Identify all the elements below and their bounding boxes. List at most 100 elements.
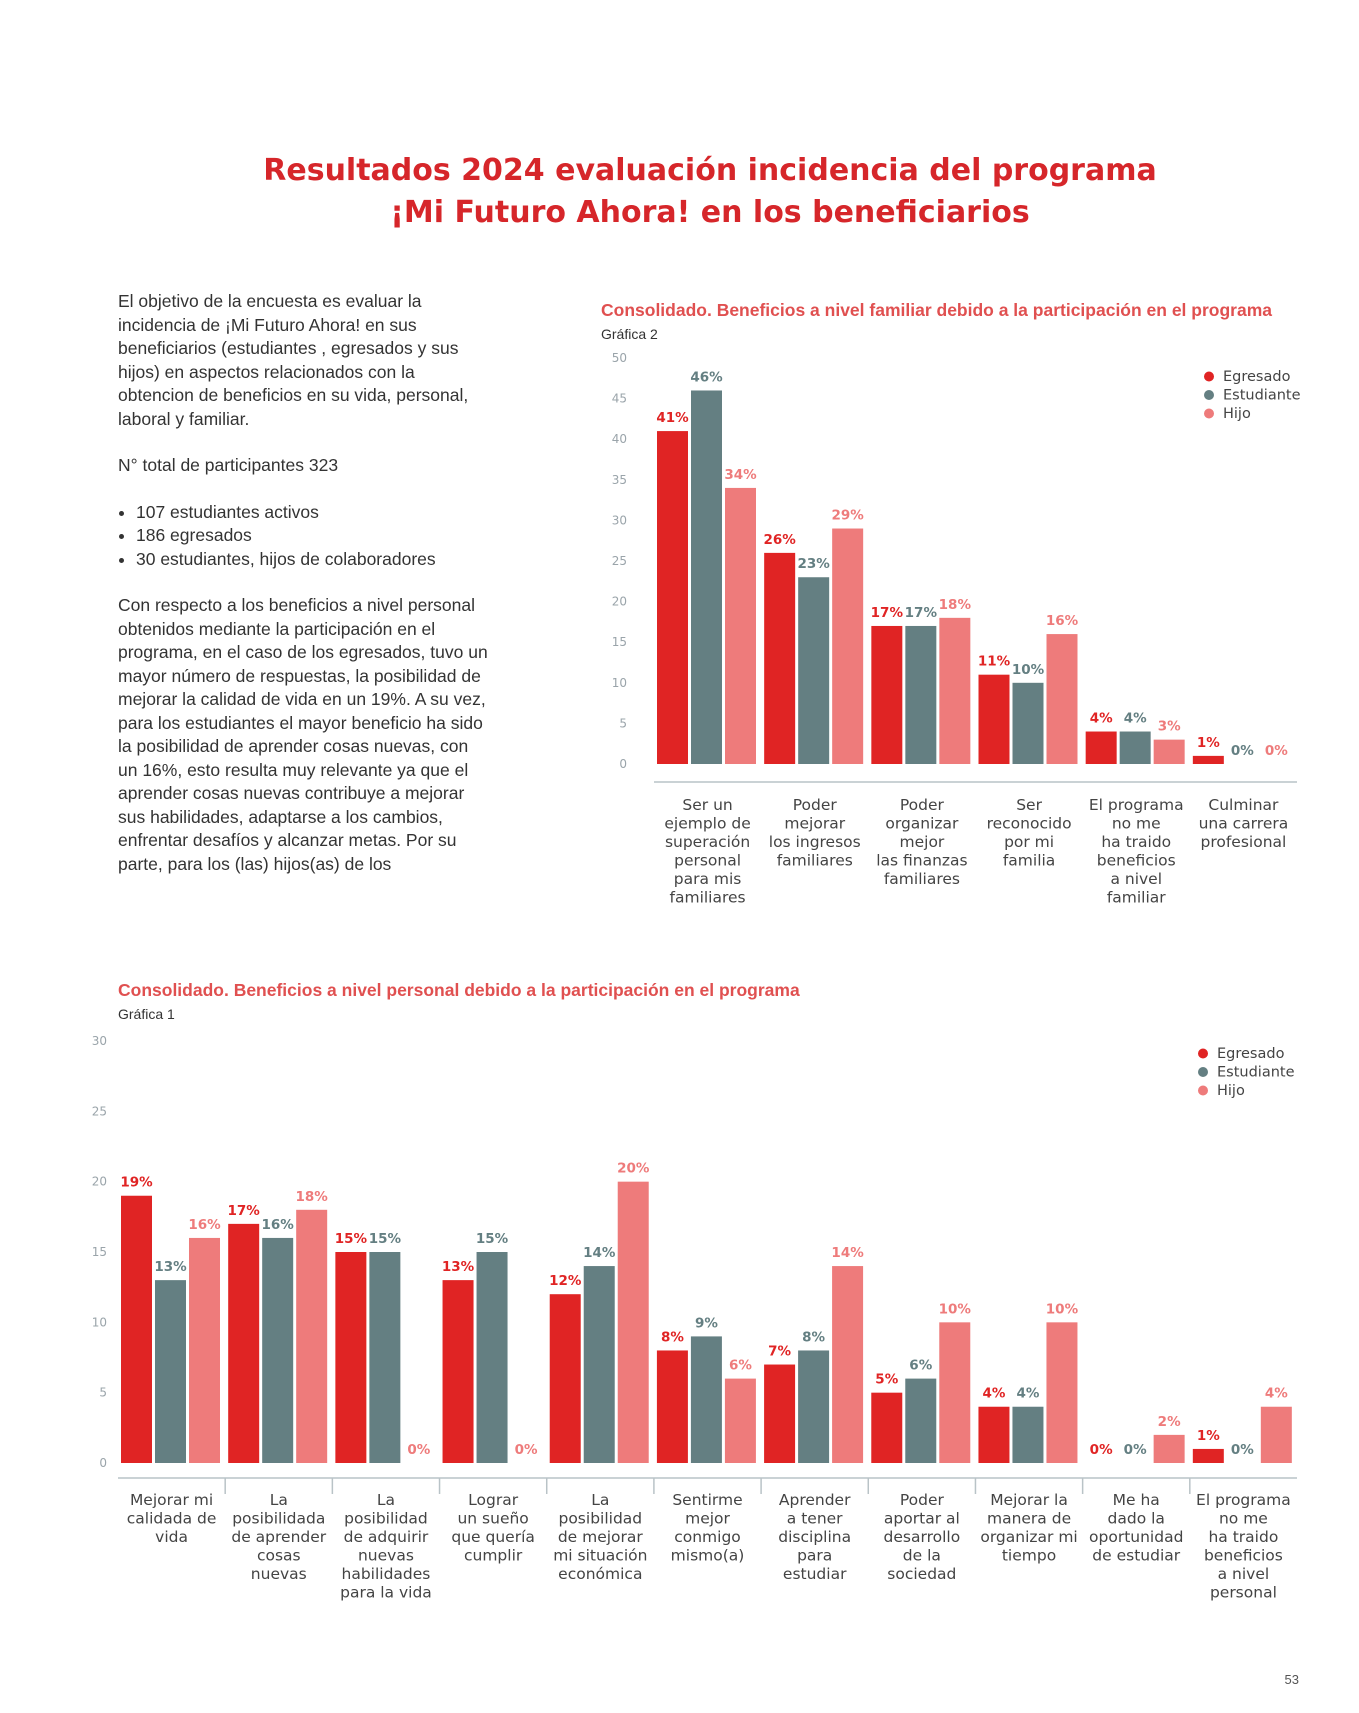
legend-label-hijo: Hijo [1223,406,1251,422]
y-tick-label: 35 [612,473,627,487]
data-label-egresado: 13% [442,1259,475,1275]
legend-label-egresado: Egresado [1217,1046,1285,1062]
legend-marker-egresado [1204,371,1214,382]
bar-hijo [1046,1322,1078,1463]
bar-egresado [978,674,1010,764]
x-category-label: Aprender a tener disciplina para estudiar [778,1491,851,1583]
data-label-hijo: 0% [407,1442,430,1458]
data-label-hijo: 34% [724,467,757,483]
bar-egresado [549,1294,581,1463]
bar-estudiante [798,1350,830,1463]
data-label-hijo: 3% [1158,719,1181,735]
data-label-hijo: 4% [1265,1386,1288,1402]
data-label-estudiante: 15% [476,1231,509,1247]
data-label-hijo: 16% [188,1217,221,1233]
page-number: 53 [1284,1672,1299,1687]
data-label-estudiante: 0% [1231,1442,1254,1458]
bar-estudiante [905,625,937,764]
participants-list-item: 107 estudiantes activos [136,501,488,525]
bar-hijo [1153,1434,1185,1463]
bar-egresado [657,431,688,764]
bar-estudiante [691,390,722,764]
data-label-estudiante: 14% [583,1245,616,1261]
x-category-label: Sentirme mejor conmigo mismo(a) [671,1491,745,1565]
data-label-hijo: 14% [831,1245,864,1261]
x-category-label: El programa no me ha traido beneficios a niv… [1196,1491,1291,1602]
bar-egresado [978,1406,1010,1463]
legend-marker-estudiante [1198,1067,1208,1077]
data-label-egresado: 7% [768,1344,791,1360]
data-label-estudiante: 6% [909,1358,932,1374]
bar-estudiante [1012,1406,1044,1463]
data-label-egresado: 8% [661,1329,684,1345]
data-label-estudiante: 10% [1012,662,1045,678]
data-label-hijo: 6% [729,1358,752,1374]
data-label-egresado: 19% [120,1175,153,1191]
x-category-label: La posibilidada de aprender cosas nuevas [231,1491,326,1583]
y-tick-label: 5 [99,1386,107,1400]
x-category-label: La posibilidad de mejorar mi situación econó… [553,1491,647,1583]
y-tick-label: 0 [99,1456,107,1470]
data-label-estudiante: 15% [369,1231,402,1247]
x-category-label: La posibilidad de adquirir nuevas habilidade… [340,1491,432,1602]
intro-text: El objetivo de la encuesta es evaluar la… [118,290,488,899]
data-label-egresado: 0% [1090,1442,1113,1458]
page-title: Resultados 2024 evaluación incidencia de… [0,150,1359,234]
legend-marker-egresado [1198,1048,1208,1059]
data-label-estudiante: 16% [262,1217,295,1233]
bar-egresado [442,1280,474,1463]
data-label-egresado: 17% [228,1203,261,1219]
bar-hijo [1046,634,1078,764]
page-title-line-1: Resultados 2024 evaluación incidencia de… [263,153,1157,188]
x-category-label: Mejorar mi calidada de vida [127,1491,217,1546]
bar-hijo [724,1378,756,1463]
x-category-label: El programa no me ha traido beneficios a niv… [1089,796,1184,907]
data-label-estudiante: 4% [1124,711,1147,727]
bar-egresado [656,1350,688,1463]
data-label-hijo: 0% [1265,743,1288,759]
data-label-hijo: 20% [617,1161,650,1177]
y-tick-label: 25 [92,1104,107,1118]
bar-estudiante [1119,731,1151,764]
data-label-estudiante: 17% [905,605,938,621]
x-category-label: Culminar una carrera profesional [1199,796,1289,851]
participants-list: 107 estudiantes activos 186 egresados 30… [118,501,488,572]
y-tick-label: 10 [92,1315,107,1329]
bar-estudiante [583,1266,615,1463]
data-label-egresado: 12% [549,1273,582,1289]
y-tick-label: 25 [612,554,627,568]
bar-egresado [1192,1448,1224,1463]
data-label-hijo: 2% [1158,1414,1181,1430]
x-category-label: Ser un ejemplo de superación personal para m… [664,796,750,907]
bar-estudiante [690,1336,722,1463]
bar-egresado [1192,755,1224,764]
bar-hijo [617,1181,649,1463]
x-category-label: Ser reconocido por mi familia [987,796,1072,870]
legend-marker-hijo [1198,1085,1208,1096]
bar-hijo [189,1237,220,1463]
data-label-egresado: 1% [1197,735,1220,751]
chart-1-title: Consolidado. Beneficios a nivel personal… [118,980,800,1000]
x-category-label: Poder aportar al desarrollo de la sociedad [884,1491,961,1583]
data-label-egresado: 15% [335,1231,368,1247]
data-label-egresado: 26% [764,532,797,548]
bar-egresado [764,1364,796,1463]
bar-hijo [832,528,864,764]
data-label-estudiante: 13% [154,1259,187,1275]
data-label-estudiante: 4% [1016,1386,1039,1402]
data-label-egresado: 5% [875,1372,898,1388]
bar-hijo [725,487,756,764]
data-label-egresado: 17% [871,605,904,621]
y-tick-label: 30 [92,1034,107,1048]
bar-estudiante [905,1378,937,1463]
bar-hijo [939,617,971,764]
intro-paragraph-2: N° total de participantes 323 [118,455,339,475]
bar-hijo [832,1266,864,1463]
data-label-estudiante: 8% [802,1329,825,1345]
y-tick-label: 40 [612,432,627,446]
data-label-estudiante: 0% [1124,1442,1147,1458]
data-label-hijo: 16% [1046,613,1079,629]
legend-label-egresado: Egresado [1223,369,1291,385]
data-label-estudiante: 23% [798,556,831,572]
